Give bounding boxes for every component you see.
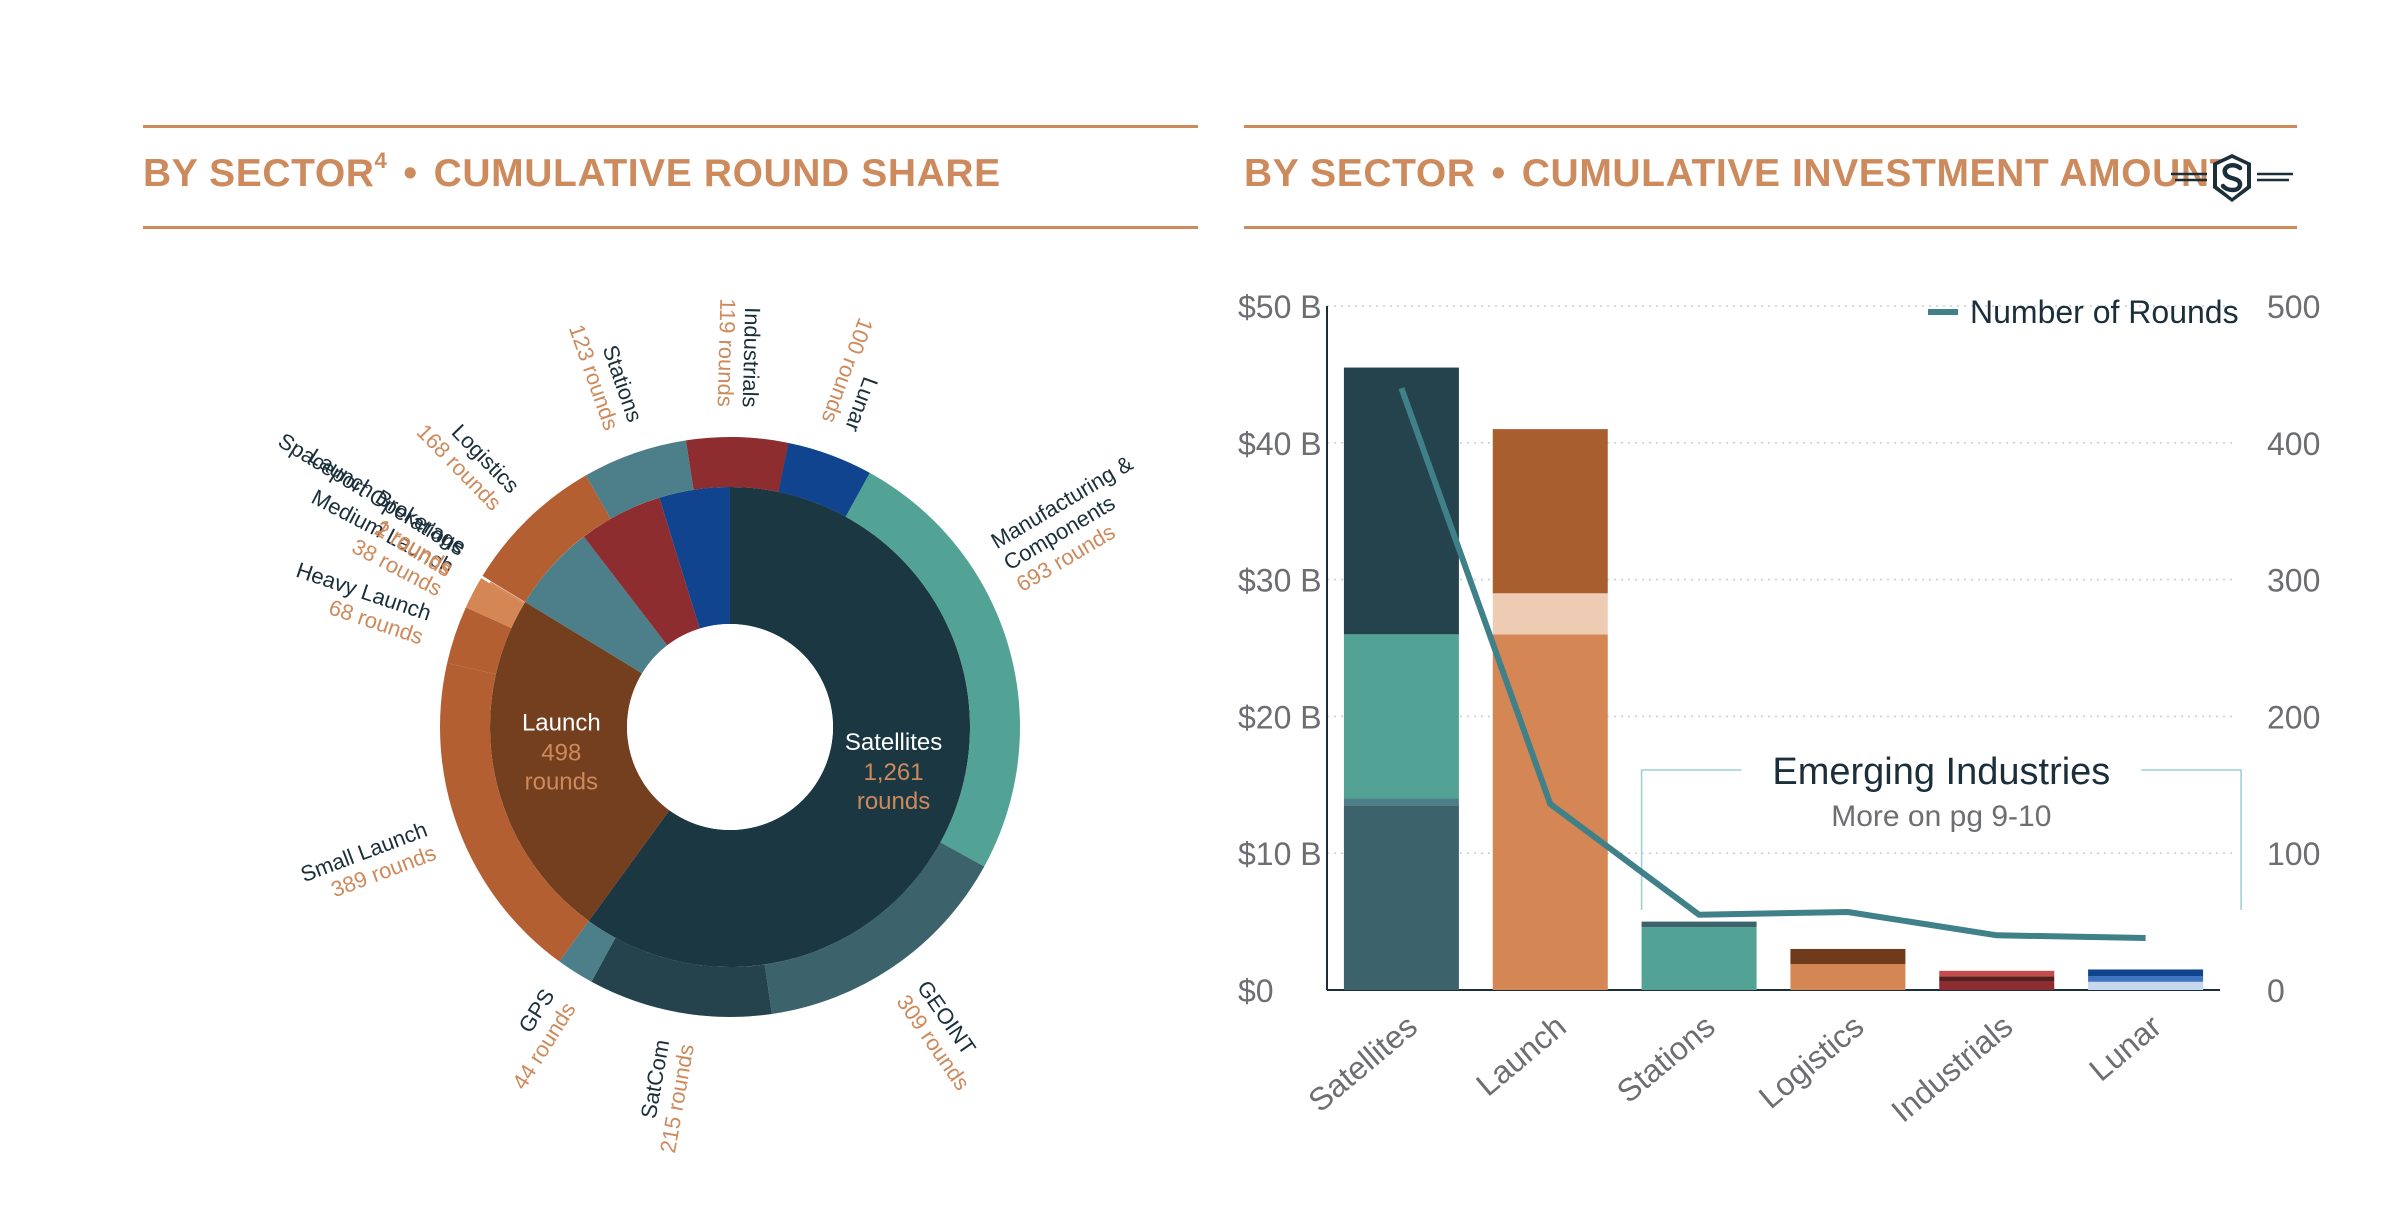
y-tick-label: $0 [1238, 973, 1274, 1009]
x-tick-label-stations: Stations [1610, 1008, 1722, 1110]
outer-slice-lunar [778, 442, 870, 517]
bar-segment-logistics [1790, 948, 1906, 965]
outer-slice-small-launch [440, 663, 589, 962]
bar-segment-satellites [1343, 805, 1459, 990]
left-top-rule [143, 125, 1198, 128]
inner-label-launch: Launch [522, 710, 601, 737]
inner-value-launch: 498 [541, 740, 581, 767]
inner-slice-satellites [588, 487, 970, 967]
x-tick-label-satellites: Satellites [1301, 1008, 1424, 1119]
bar-segment-logistics [1790, 964, 1906, 990]
annotation-bracket-left [1640, 769, 1742, 910]
bar-segment-launch [1492, 593, 1608, 635]
y2-tick-label: 200 [2267, 699, 2320, 735]
left-title-separator: • [403, 152, 418, 195]
inner-value-satellites: 1,261 [864, 759, 924, 786]
x-tick-label-logistics: Logistics [1752, 1008, 1871, 1116]
bar-segment-launch [1492, 429, 1608, 594]
inner-unit-launch: rounds [525, 769, 598, 796]
left-title-rest: CUMULATIVE ROUND SHARE [433, 152, 1001, 195]
right-title-rest: CUMULATIVE INVESTMENT AMOUNT [1521, 152, 2235, 195]
bar-segment-lunar [2088, 981, 2204, 990]
left-title-main: BY SECTOR [143, 152, 375, 195]
x-tick-label-industrials: Industrials [1884, 1008, 2019, 1129]
annotation-subtitle: More on pg 9-10 [1831, 800, 2051, 833]
y-tick-label: $20 B [1238, 699, 1322, 735]
right-title: BY SECTOR • CUMULATIVE INVESTMENT AMOUNT [1244, 152, 2234, 196]
inner-slice-industrials [583, 497, 700, 646]
outer-slice-geoint [764, 842, 985, 1014]
y2-tick-label: 0 [2267, 973, 2285, 1009]
right-title-main: BY SECTOR [1244, 152, 1476, 195]
left-bottom-rule [143, 226, 1198, 229]
y2-tick-label: 300 [2267, 563, 2320, 599]
bar-segment-stations [1641, 921, 1757, 928]
outer-name-industrials: Industrials [738, 307, 766, 408]
outer-slice-industrials [685, 437, 789, 492]
y2-tick-label: 400 [2267, 426, 2320, 462]
y2-tick-label: 500 [2267, 289, 2320, 325]
right-top-rule [1244, 125, 2297, 128]
x-tick-label-lunar: Lunar [2082, 1008, 2168, 1088]
annotation-bracket-right [2141, 769, 2242, 910]
outer-slice-heavy-launch [447, 607, 512, 675]
legend-label: Number of Rounds [1970, 294, 2239, 330]
y2-tick-label: 100 [2267, 836, 2320, 872]
outer-slice-logistics [482, 475, 611, 602]
outer-count-industrials: 119 rounds [713, 298, 741, 407]
left-title-footnote: 4 [374, 148, 388, 173]
right-title-separator: • [1491, 152, 1506, 195]
y-tick-label: $30 B [1238, 563, 1322, 599]
inner-slice-launch [490, 601, 670, 921]
bar-segment-satellites [1343, 634, 1459, 799]
y-tick-label: $40 B [1238, 426, 1322, 462]
bar-segment-industrials [1939, 981, 2055, 990]
inner-unit-satellites: rounds [857, 788, 930, 815]
outer-slice-manufacturing-components [730, 437, 1020, 867]
annotation-title: Emerging Industries [1772, 751, 2110, 793]
bar-segment-industrials [1939, 976, 2055, 982]
outer-slice-gps [559, 920, 616, 982]
outer-slice-medium-launch [465, 578, 525, 628]
sunburst-chart: Satellites1,261roundsLaunch498roundsManu… [274, 298, 1138, 1155]
bar-segment-satellites [1343, 798, 1459, 806]
outer-slice-satcom [591, 937, 772, 1018]
right-bottom-rule [1244, 226, 2297, 229]
bar-segment-industrials [1939, 970, 2055, 977]
company-logo-icon [2171, 154, 2293, 202]
inner-label-satellites: Satellites [845, 729, 942, 756]
outer-slice-stations [585, 440, 694, 519]
rounds-line [1398, 387, 2146, 942]
inner-slice-stations [525, 536, 668, 674]
investment-bar-chart: Emerging Industries More on pg 9-10 $0 $10… [1238, 289, 2320, 1129]
inner-slice-lunar [659, 487, 730, 629]
bar-segment-lunar [2088, 976, 2204, 982]
bar-segment-stations [1641, 927, 1757, 990]
x-tick-label-launch: Launch [1469, 1008, 1573, 1103]
bar-segment-lunar [2088, 969, 2204, 977]
y-tick-label: $50 B [1238, 289, 1322, 325]
left-title: BY SECTOR4 • CUMULATIVE ROUND SHARE [143, 148, 1001, 196]
y-tick-label: $10 B [1238, 836, 1322, 872]
